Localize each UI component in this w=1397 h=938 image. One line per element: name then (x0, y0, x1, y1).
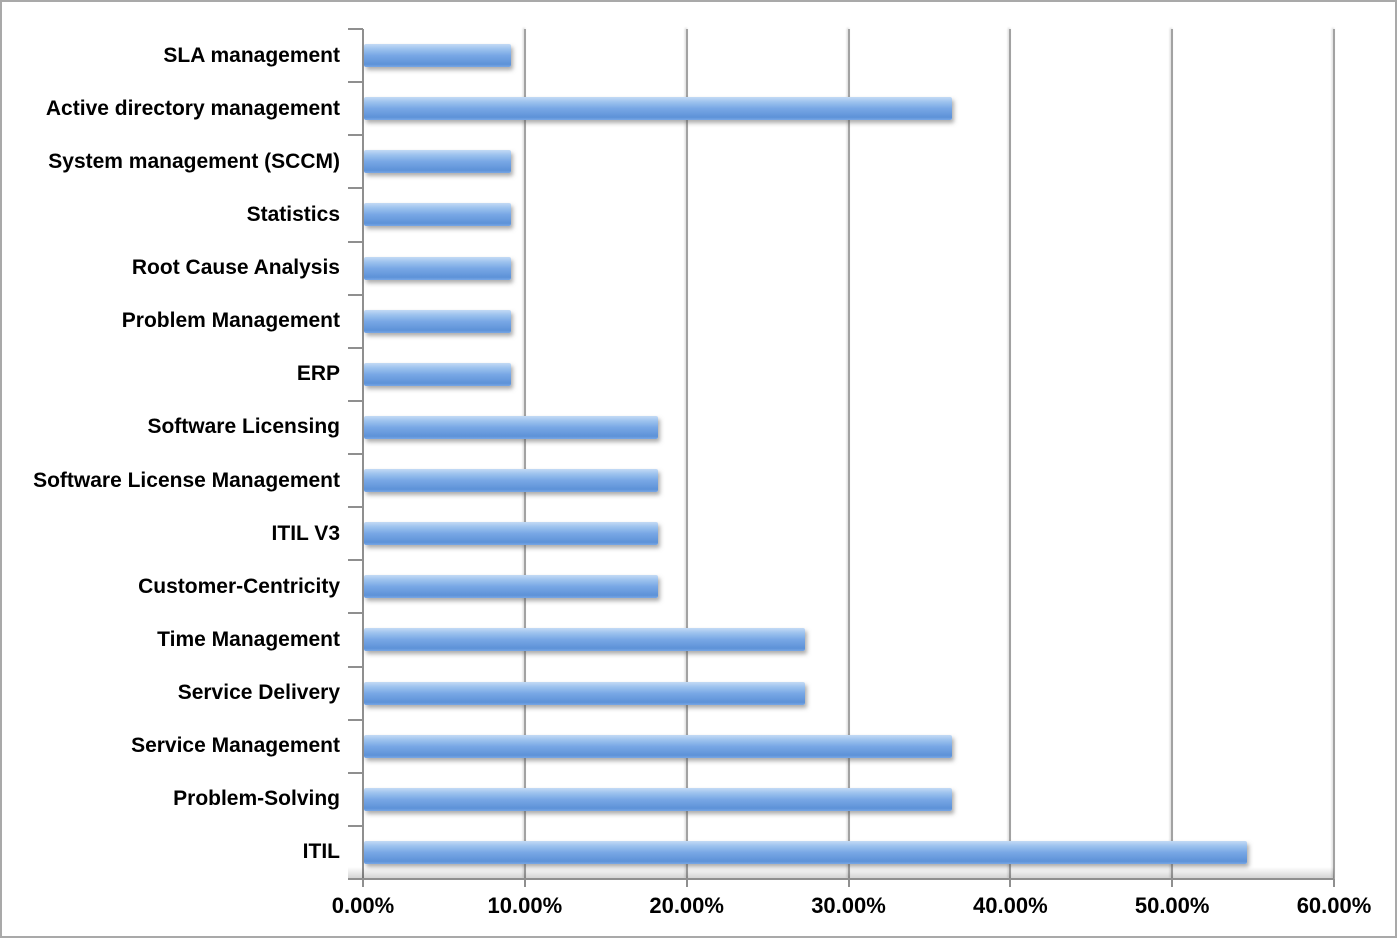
x-tick-label: 10.00% (487, 893, 563, 918)
bar (364, 150, 512, 174)
category-axis-labels: SLA management Active directory managemen… (2, 29, 340, 879)
bar (364, 787, 953, 811)
category-label: Problem Management (121, 309, 340, 333)
category-axis-tick (348, 399, 363, 402)
category-axis-tick (348, 718, 363, 721)
category-axis-tick (348, 81, 363, 84)
category-axis-tick (348, 240, 363, 243)
value-axis-tick (1171, 879, 1174, 887)
gridline (847, 29, 850, 879)
x-tick-label: 50.00% (1134, 893, 1210, 918)
x-tick-label: 60.00% (1296, 893, 1372, 918)
category-axis-tick (348, 506, 363, 509)
category-axis-tick (348, 28, 363, 30)
bar (364, 362, 512, 386)
bar (364, 415, 659, 439)
gridline (1333, 29, 1335, 879)
category-label: SLA management (163, 43, 340, 67)
x-tick-label: 20.00% (649, 893, 724, 918)
bar (364, 44, 512, 68)
category-label: Problem-Solving (173, 787, 340, 811)
gridline (523, 29, 526, 879)
category-axis-tick (348, 187, 363, 190)
category-label: Active directory management (45, 96, 340, 120)
value-axis-tick (1009, 879, 1012, 887)
category-label: Service Delivery (177, 681, 340, 705)
category-axis-tick (348, 665, 363, 668)
category-axis-line (362, 29, 364, 879)
category-label: Statistics (246, 202, 340, 226)
gridline (1009, 29, 1012, 879)
plot-area (348, 28, 1335, 887)
value-axis-tick (362, 879, 364, 887)
bar (364, 469, 659, 493)
category-axis-tick (348, 453, 363, 455)
bar (364, 575, 659, 599)
value-axis-tick (1333, 879, 1335, 887)
category-axis-tick (348, 612, 363, 615)
gridline (685, 29, 688, 879)
category-label: Software Licensing (147, 415, 340, 439)
bar (364, 203, 512, 227)
bar (364, 628, 806, 652)
category-axis-tick (348, 878, 363, 880)
value-axis-shadow (348, 867, 1334, 878)
category-axis-tick (348, 559, 363, 562)
value-axis-labels: 0.00% 10.00% 20.00% 30.00% 40.00% 50.00% 60.00… (2, 893, 1395, 927)
bar (364, 734, 953, 758)
category-label: System management (SCCM) (48, 149, 340, 173)
value-axis-tick (847, 879, 850, 887)
x-tick-label: 40.00% (973, 893, 1048, 918)
category-label: Service Management (131, 734, 340, 758)
x-tick-label: 30.00% (811, 893, 886, 918)
bar (364, 309, 512, 333)
category-axis-tick (348, 824, 363, 827)
bar (364, 522, 659, 546)
category-label: Customer-Centricity (138, 574, 340, 598)
bar (364, 681, 806, 705)
value-axis-tick (685, 879, 688, 887)
category-axis-tick (348, 771, 363, 774)
bar (364, 840, 1247, 864)
x-tick-label: 0.00% (331, 893, 395, 918)
category-label: Software License Management (33, 468, 340, 492)
bar (364, 256, 512, 280)
value-axis-line (348, 878, 1334, 880)
category-label: ITIL V3 (271, 521, 340, 545)
category-label: ERP (296, 362, 340, 386)
value-axis-tick (523, 879, 526, 887)
gridline (1171, 29, 1174, 879)
category-axis-tick (348, 293, 363, 296)
bar (364, 97, 953, 121)
category-label: Time Management (157, 627, 340, 651)
category-label: Root Cause Analysis (131, 256, 340, 280)
category-axis-tick (348, 134, 363, 137)
category-label: ITIL (302, 840, 340, 864)
category-axis-tick (348, 346, 363, 349)
